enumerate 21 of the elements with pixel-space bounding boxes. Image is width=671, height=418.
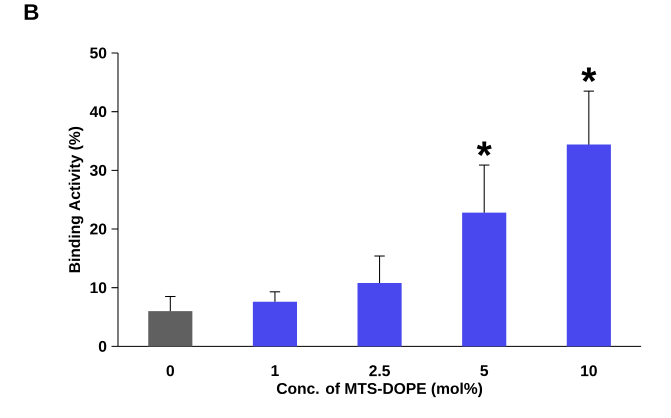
y-tick-label: 40 — [90, 106, 106, 117]
y-tick-label: 10 — [90, 282, 106, 293]
y-tick-label: 50 — [90, 47, 106, 58]
annotation: * — [581, 67, 596, 82]
bar — [462, 212, 506, 346]
x-tick-label: 10 — [581, 365, 597, 376]
bar — [252, 302, 298, 346]
y-tick-label: 0 — [98, 340, 106, 352]
x-tick-label: 0 — [166, 365, 174, 376]
x-tick-label: 2.5 — [369, 365, 390, 376]
bar — [148, 310, 192, 346]
chart-title: B — [24, 4, 38, 20]
bar — [566, 144, 611, 346]
x-tick-label: 1 — [272, 365, 279, 376]
y-tick-label: 30 — [90, 164, 106, 176]
bar — [358, 282, 402, 346]
x-axis-title: Conc. of MTS-DOPE (mol%) — [276, 382, 482, 397]
y-tick-label: 20 — [90, 223, 106, 234]
x-tick-label: 5 — [480, 365, 488, 376]
y-axis-title: Binding Activity (%) — [68, 126, 84, 272]
annotation: * — [476, 141, 492, 156]
